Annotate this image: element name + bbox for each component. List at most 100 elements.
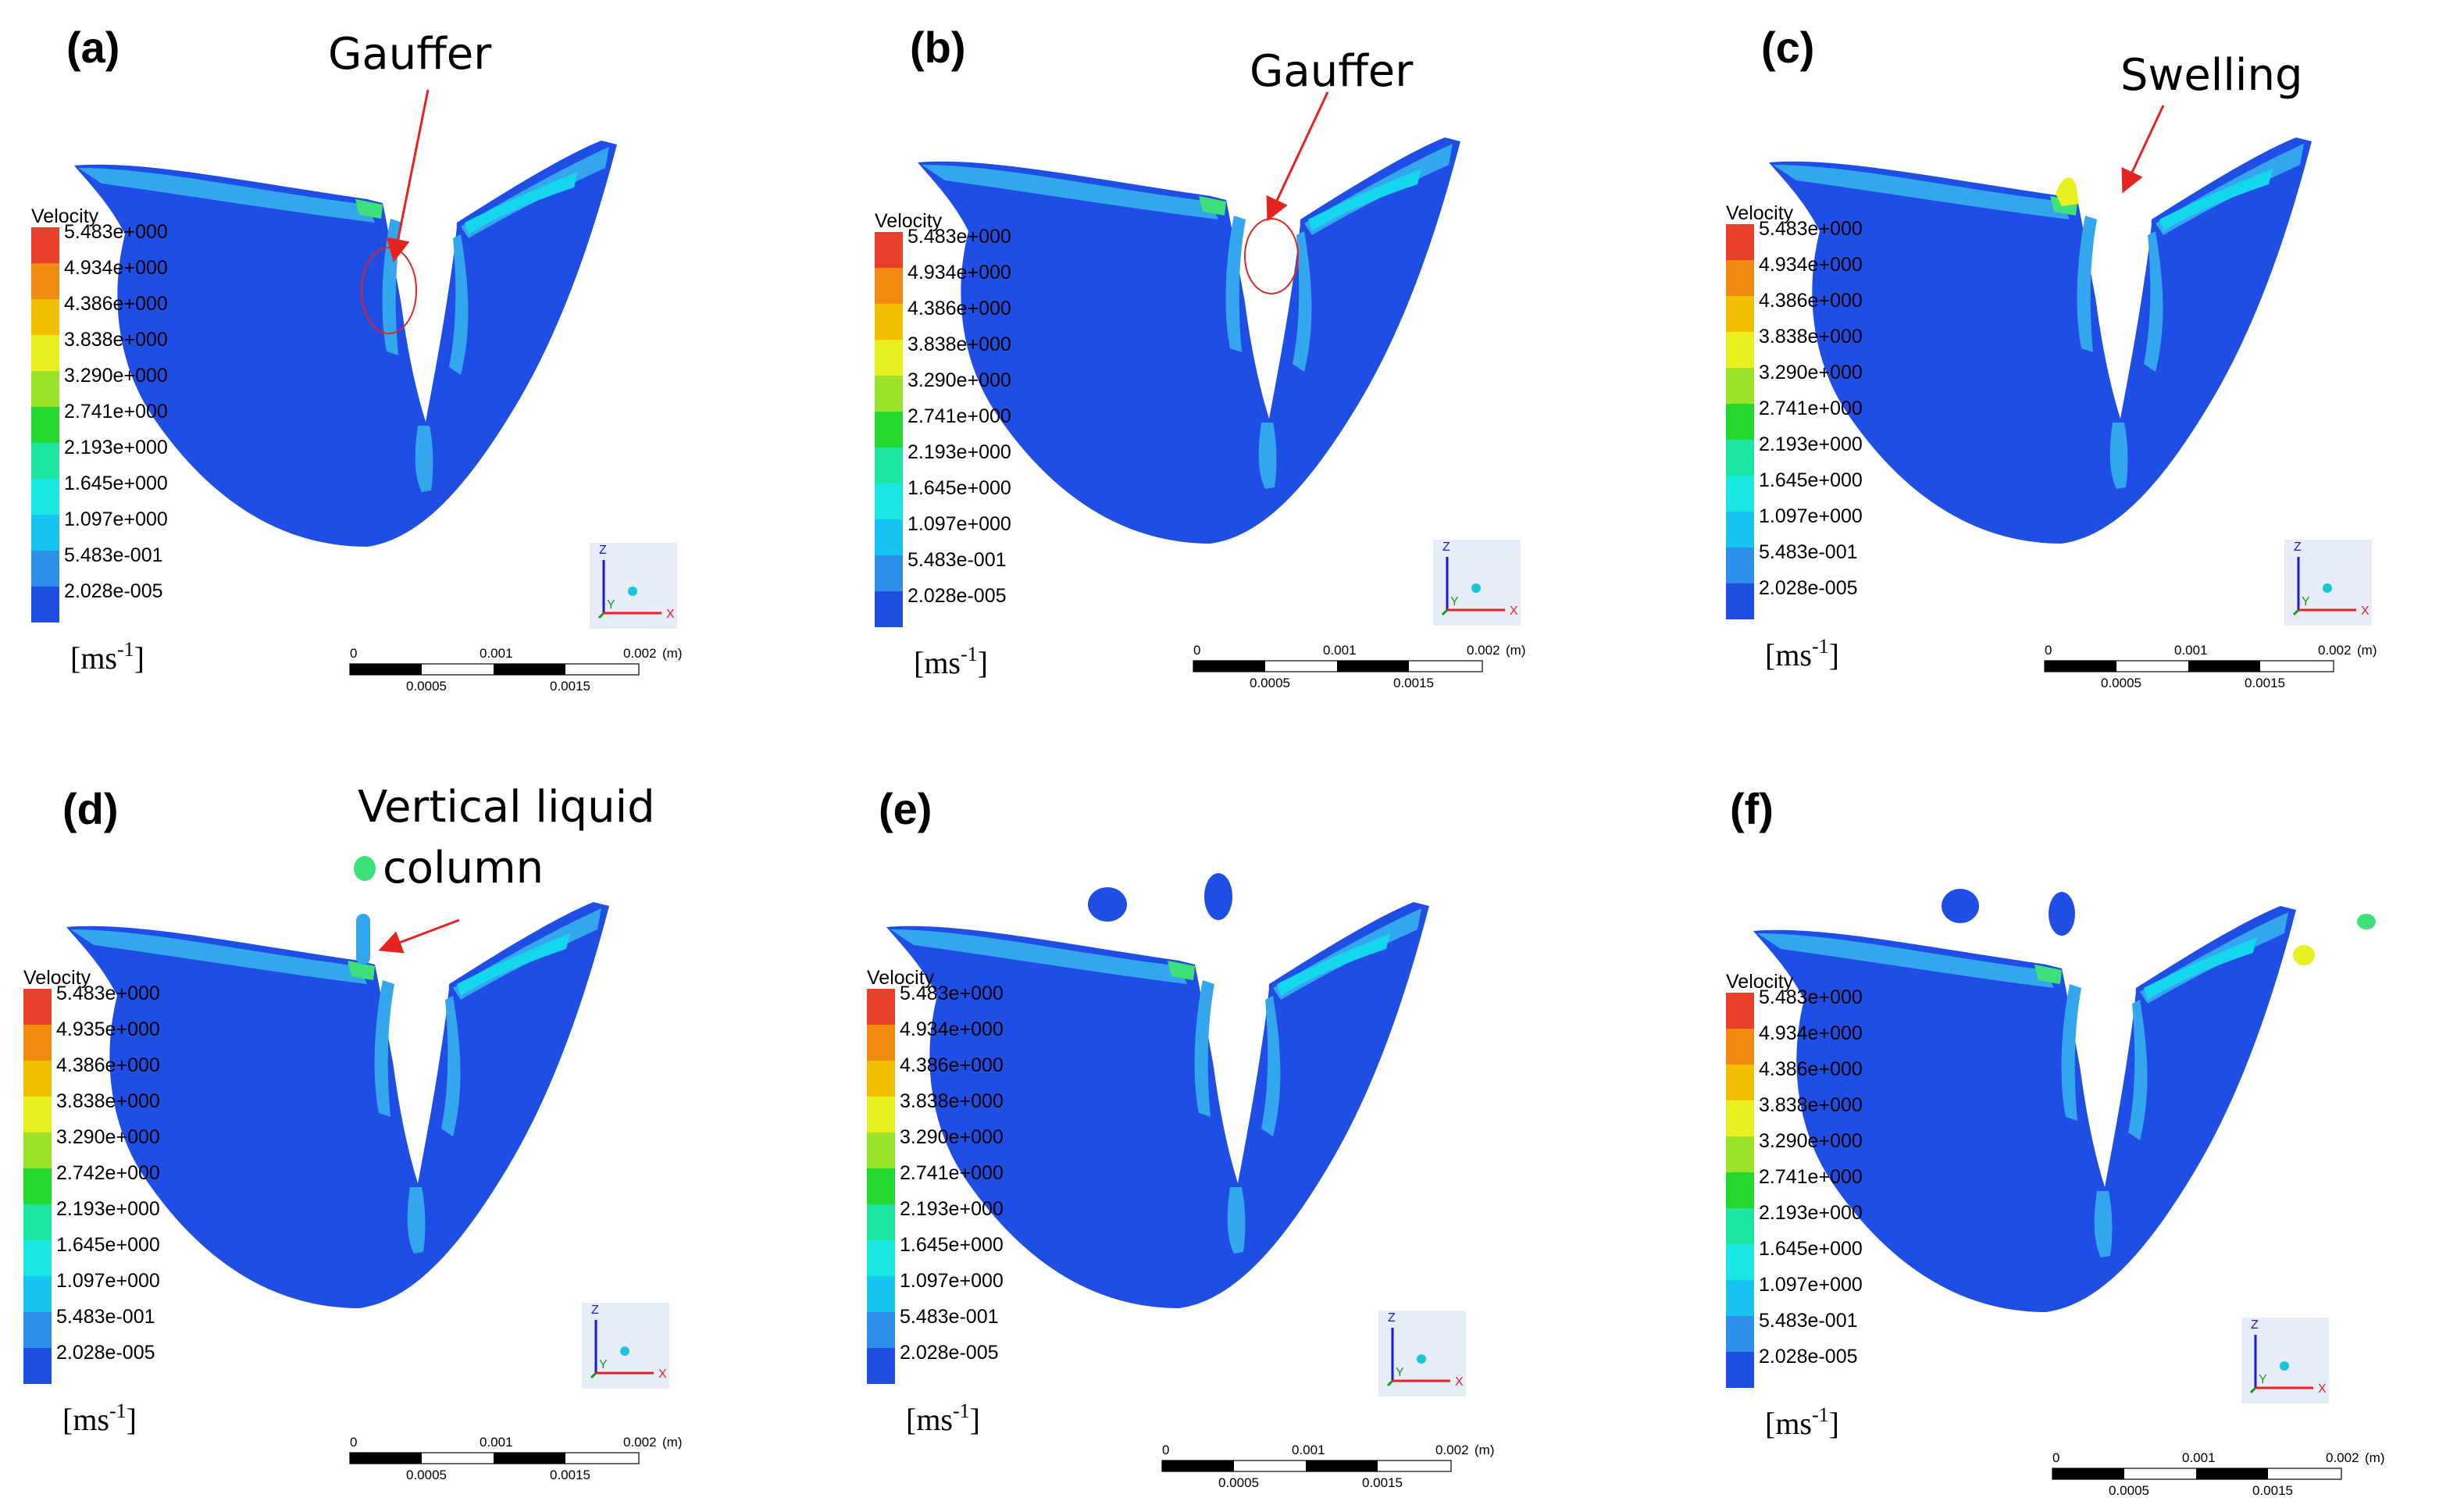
scale-tick-label: 0 (350, 646, 357, 661)
panel-label: (e) (879, 784, 932, 833)
legend-color-band (1726, 332, 1754, 368)
legend-color-band (867, 1204, 895, 1240)
legend-value: 5.483e-001 (908, 549, 1007, 571)
surface-layer (1773, 165, 2070, 219)
legend-value: 2.028e-005 (64, 580, 163, 602)
legend-color-band (23, 1025, 52, 1061)
scale-tick-label: 0 (2052, 1450, 2059, 1465)
legend-title: Velocity (1726, 971, 1794, 993)
legend-title: Velocity (1726, 202, 1794, 224)
droplet (1088, 887, 1127, 922)
annotation-text: column (383, 843, 544, 893)
scale-tick-label: 0.001 (2182, 1450, 2216, 1465)
legend-value: 2.028e-005 (908, 585, 1007, 607)
velocity-spot (1168, 961, 1195, 980)
view-sphere (1471, 583, 1481, 593)
unit-label: [ms-1] (1765, 635, 1839, 672)
legend-color-band (31, 515, 59, 551)
legend-value: 5.483e-001 (56, 1306, 155, 1328)
velocity-spot (1277, 933, 1390, 996)
panel-label: (b) (910, 23, 966, 72)
axis-z-label: Z (599, 544, 607, 557)
scale-tick-label: (m) (2357, 643, 2377, 658)
surface-layer (922, 165, 1218, 219)
annotation-text: Gauffer (328, 29, 492, 80)
surface-layer (78, 168, 375, 223)
scale-tick-label: 0.001 (480, 646, 513, 661)
legend-color-band (1726, 1065, 1754, 1100)
axis-y-label: Y (607, 598, 615, 612)
panel-d: (d) Vertical liquid column Velocity5.483e+0… (23, 782, 682, 1482)
legend-color-band (1726, 1244, 1754, 1280)
scale-tick-label: (m) (662, 1435, 682, 1450)
keyhole-cavity (1204, 968, 1269, 1183)
scale-bar-segment (494, 1453, 565, 1464)
legend-value: 4.934e+000 (900, 1018, 1004, 1040)
scale-tick-label: 0.0005 (2101, 676, 2141, 690)
legend-value: 1.645e+000 (56, 1234, 160, 1256)
legend-color-band (31, 371, 59, 407)
unit-exponent: -1 (961, 643, 978, 665)
legend-value: 1.645e+000 (908, 477, 1011, 499)
scale-tick-label: 0.0005 (406, 679, 447, 694)
scale-bar-segment (1193, 661, 1265, 672)
unit-exponent: -1 (1812, 635, 1829, 658)
legend-color-band (23, 1168, 52, 1204)
wall-layer (441, 996, 461, 1136)
axis-z-label: Z (1388, 1311, 1396, 1325)
legend-color-band (867, 1240, 895, 1276)
legend-value: 3.290e+000 (56, 1126, 160, 1148)
unit-exponent: -1 (117, 638, 134, 661)
legend-color-band (23, 1276, 52, 1312)
legend-value: 3.290e+000 (1759, 1130, 1863, 1152)
unit-close: ] (1829, 1406, 1839, 1441)
y-axis-line (1386, 1379, 1394, 1387)
annotation-arrow (1266, 91, 1329, 222)
scale-tick-label: 0.002 (1467, 643, 1500, 658)
scale-tick-label: 0 (1193, 643, 1200, 658)
melt-pool (918, 137, 1460, 544)
legend-value: 4.934e+000 (1759, 254, 1863, 276)
melt-pool-region (918, 137, 1460, 544)
legend-color-band (31, 299, 59, 335)
axis-triad: Z X Y (1433, 540, 1521, 626)
legend-color-band (875, 555, 903, 591)
legend-color-band (1726, 296, 1754, 332)
legend-color-band (1726, 1316, 1754, 1352)
scale-tick-label: 0.002 (2326, 1450, 2359, 1465)
melt-pool (1753, 889, 2376, 1312)
axis-x-label: X (666, 608, 675, 621)
annotation-text: Swelling (2120, 50, 2303, 101)
axis-y-label: Y (2259, 1373, 2267, 1386)
axis-triad: Z X Y (2241, 1318, 2329, 1403)
legend-value: 1.645e+000 (900, 1234, 1004, 1256)
scale-tick-label: 0.0015 (550, 1468, 590, 1482)
legend-color-band (875, 304, 903, 340)
y-axis-line (2292, 608, 2300, 616)
legend-value: 2.741e+000 (908, 405, 1011, 427)
legend-value: 1.097e+000 (64, 508, 168, 530)
axis-triad: Z X Y (582, 1303, 669, 1389)
axis-z-label: Z (1442, 540, 1450, 554)
wall-layer (2109, 423, 2128, 489)
annotation-arrow (378, 918, 460, 954)
surface-layer (70, 929, 367, 984)
legend-color-band (1726, 224, 1754, 260)
legend-color-band (867, 1025, 895, 1061)
legend-value: 5.483e+000 (56, 983, 160, 1004)
legend-value: 2.741e+000 (900, 1162, 1004, 1184)
scale-tick-label: 0.0005 (2109, 1483, 2149, 1498)
legend-value: 2.193e+000 (64, 437, 168, 458)
view-sphere (628, 587, 637, 596)
legend-value: 5.483e-001 (900, 1306, 999, 1328)
legend-value: 2.193e+000 (56, 1198, 160, 1220)
unit-base: [ms (62, 1402, 109, 1437)
legend-color-band (31, 479, 59, 515)
unit-label: [ms-1] (914, 643, 988, 680)
legend-value: 1.097e+000 (900, 1270, 1004, 1292)
scale-tick-label: 0.0015 (2252, 1483, 2293, 1498)
